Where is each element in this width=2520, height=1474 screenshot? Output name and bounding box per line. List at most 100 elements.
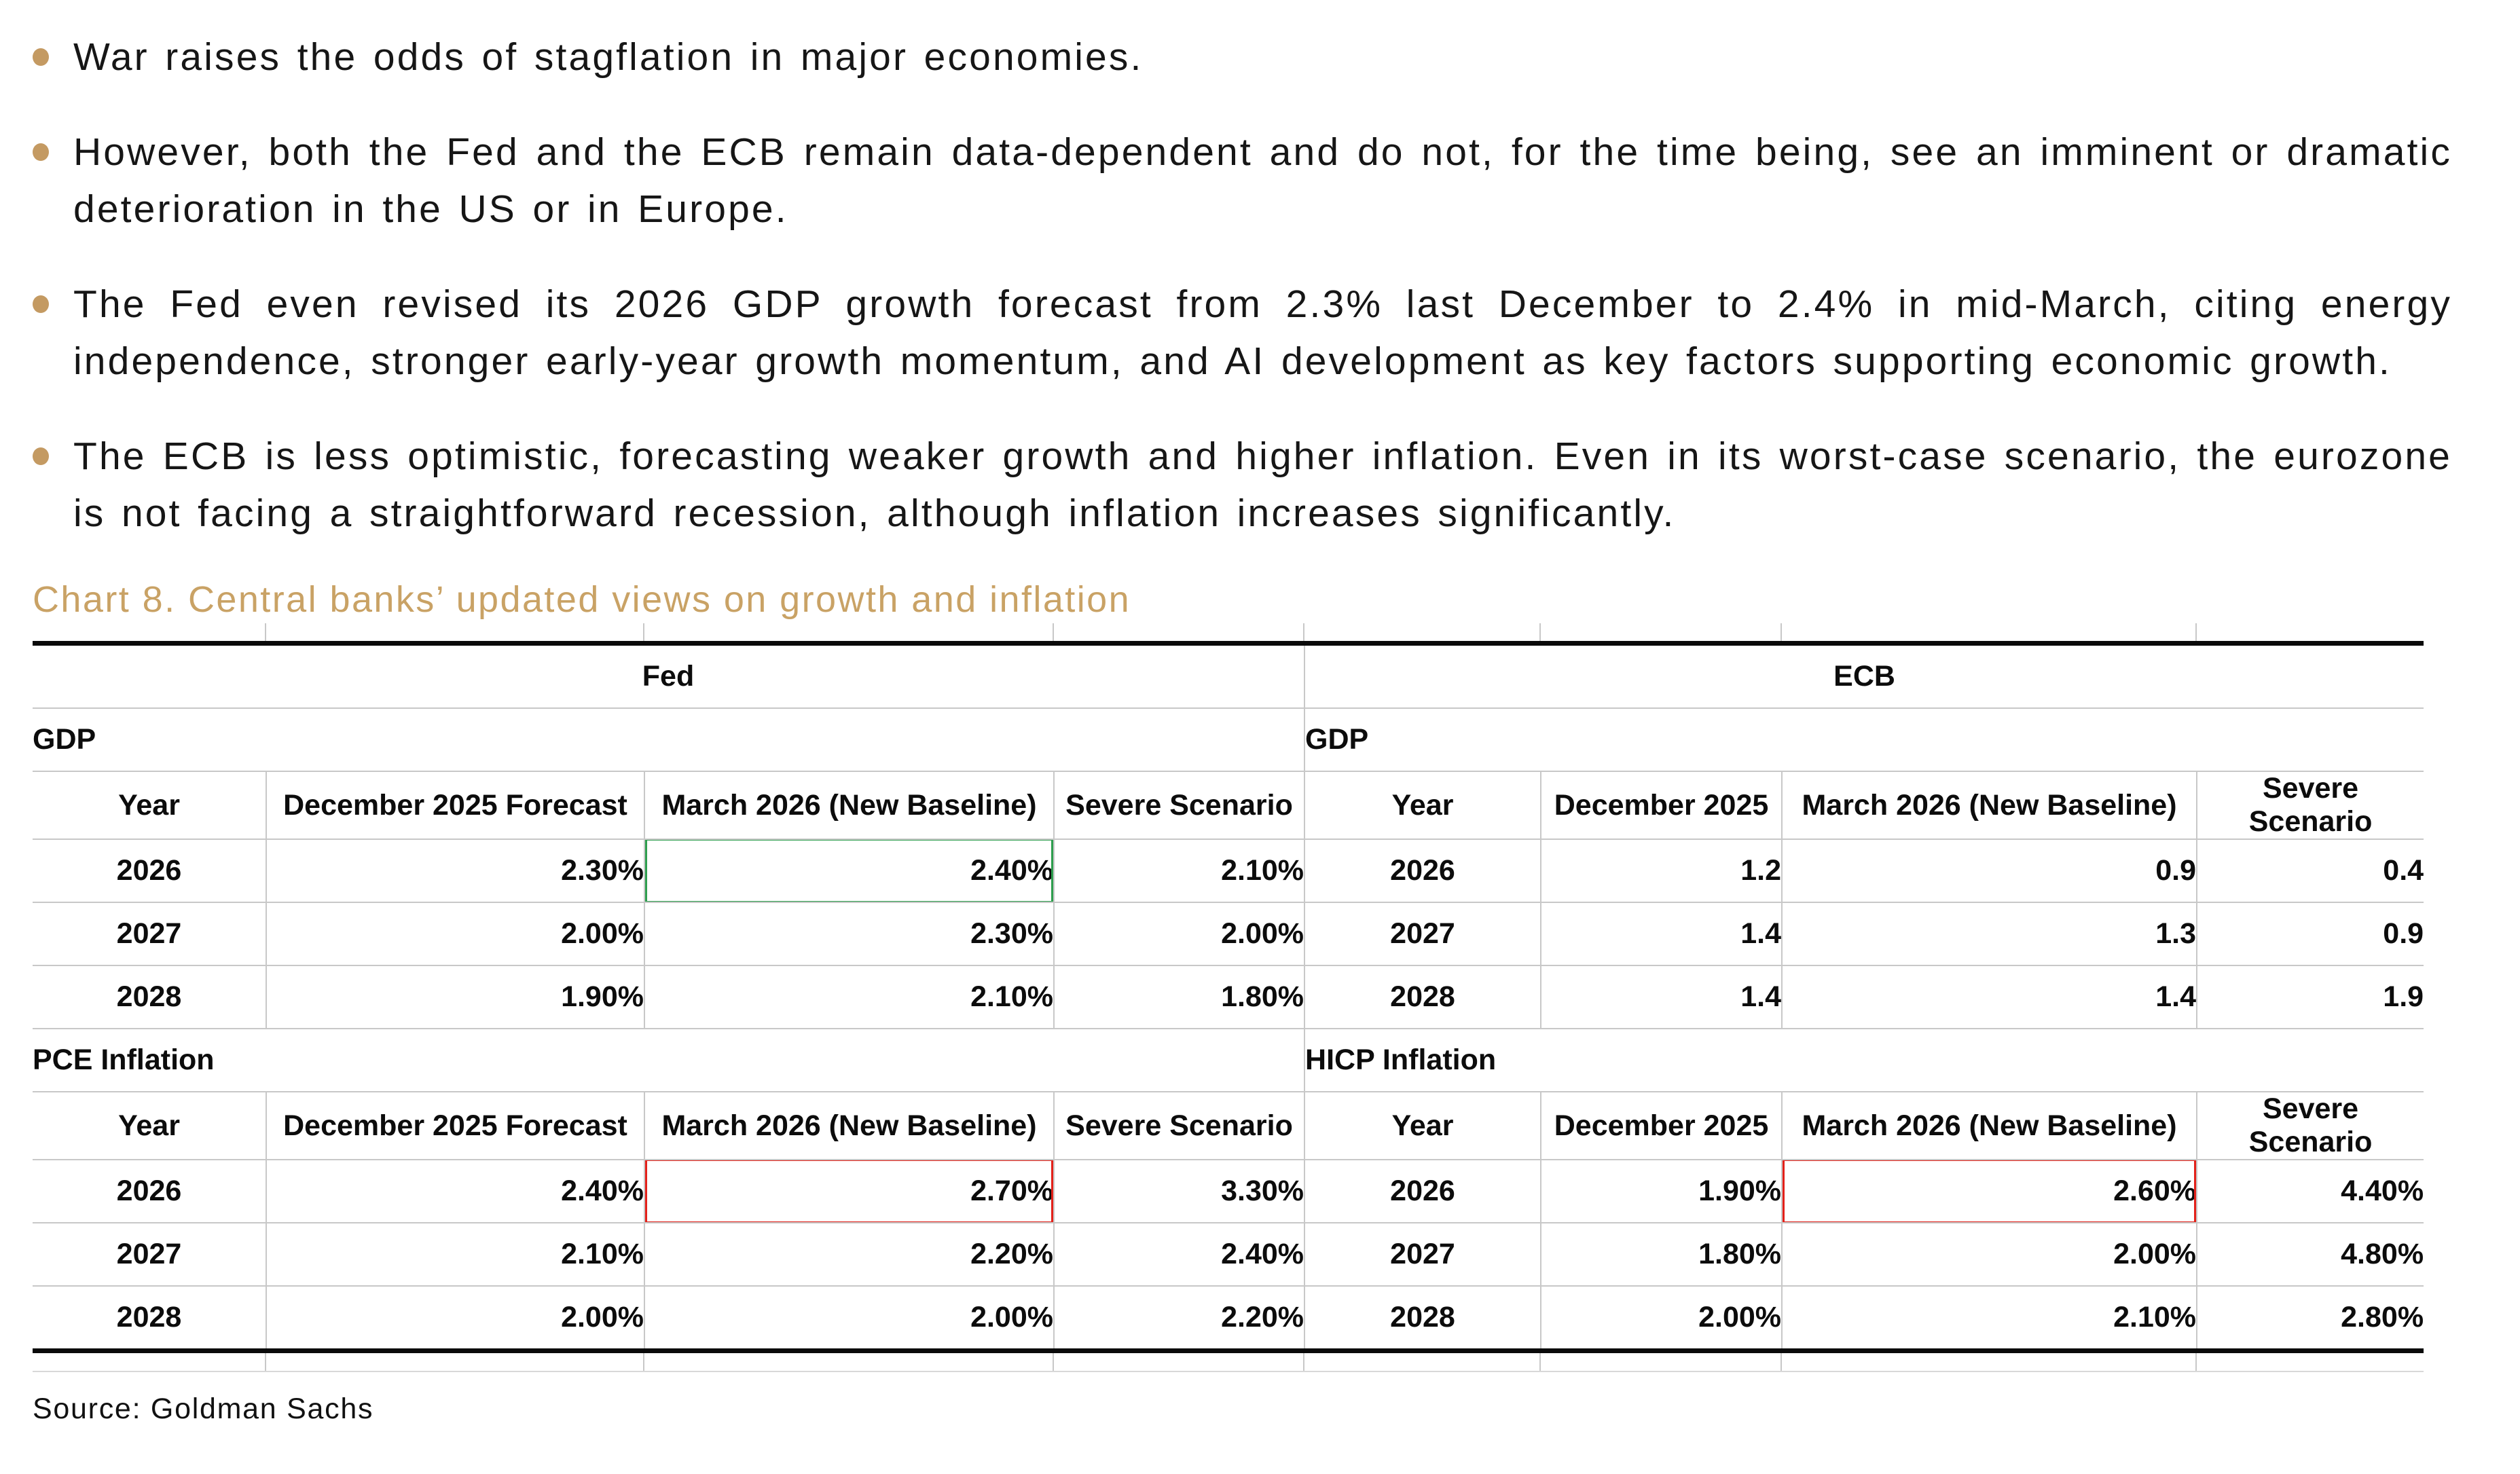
- fed-pce-section-label: PCE Inflation: [33, 1029, 1304, 1092]
- ecb-gdp-dec-cell: 1.4: [1540, 966, 1782, 1029]
- column-gridline-stub: [1053, 1353, 1054, 1371]
- ecb-gdp-dec-cell: 1.2: [1540, 840, 1782, 903]
- ecb-gdp-mar-cell: 0.9: [1781, 840, 2197, 903]
- column-gridline-stub: [1053, 623, 1054, 641]
- fed-pce-header-severe: Severe Scenario: [1053, 1092, 1304, 1160]
- table-row: Fed ECB: [33, 646, 2424, 709]
- cell-value: 2.70%: [970, 1175, 1053, 1207]
- ecb-hicp-header-mar2026: March 2026 (New Baseline): [1781, 1092, 2197, 1160]
- fed-gdp-dec-cell: 2.00%: [266, 903, 644, 966]
- ecb-hicp-header-dec2025: December 2025: [1540, 1092, 1782, 1160]
- bullet-text: War raises the odds of stagflation in ma…: [73, 35, 1144, 79]
- fed-gdp-severe-cell: 2.00%: [1053, 903, 1304, 966]
- column-gridline-stub: [1303, 1353, 1304, 1371]
- bullet-dot-icon: [33, 295, 49, 313]
- ecb-gdp-dec-cell: 1.4: [1540, 903, 1782, 966]
- fed-pce-dec-cell: 2.00%: [266, 1287, 644, 1348]
- fed-gdp-header-dec2025: December 2025 Forecast: [266, 772, 644, 840]
- column-gridline-stub: [1539, 623, 1541, 641]
- table-row: 2026 2.30% 2.40% 2.10% 2026 1.2 0.9 0.4: [33, 840, 2424, 903]
- ecb-hicp-year-cell: 2026: [1304, 1160, 1541, 1223]
- column-gridline-stub: [2195, 623, 2197, 641]
- ecb-gdp-header-year: Year: [1304, 772, 1541, 840]
- fed-gdp-section-label: GDP: [33, 709, 1304, 772]
- fed-gdp-year-cell: 2026: [33, 840, 266, 903]
- bullet-item: However, both the Fed and the ECB remain…: [31, 124, 2452, 238]
- fed-pce-dec-cell: 2.10%: [266, 1223, 644, 1287]
- table-header-row: Year December 2025 Forecast March 2026 (…: [33, 772, 2424, 840]
- bullet-dot-icon: [33, 447, 49, 465]
- column-gridline-stub: [1781, 623, 1782, 641]
- ecb-hicp-severe-cell: 2.80%: [2196, 1287, 2424, 1348]
- fed-pce-severe-cell: 2.40%: [1053, 1223, 1304, 1287]
- fed-gdp-year-cell: 2027: [33, 903, 266, 966]
- column-gridline-stub: [265, 623, 266, 641]
- ecb-gdp-mar-cell: 1.3: [1781, 903, 2197, 966]
- fed-gdp-severe-cell: 1.80%: [1053, 966, 1304, 1029]
- fed-pce-mar-cell-highlighted: 2.70%: [644, 1160, 1053, 1223]
- bullet-item: The Fed even revised its 2026 GDP growth…: [31, 276, 2452, 390]
- fed-pce-mar-cell: 2.20%: [644, 1223, 1053, 1287]
- bullet-dot-icon: [33, 48, 49, 66]
- column-gridline-stub: [265, 1353, 266, 1371]
- ecb-gdp-mar-cell: 1.4: [1781, 966, 2197, 1029]
- fed-pce-year-cell: 2028: [33, 1287, 266, 1348]
- ecb-hicp-year-cell: 2027: [1304, 1223, 1541, 1287]
- fed-gdp-header-mar2026: March 2026 (New Baseline): [644, 772, 1053, 840]
- column-gridline-stub: [1781, 1353, 1782, 1371]
- fed-table-title: Fed: [33, 646, 1304, 709]
- fed-gdp-header-year: Year: [33, 772, 266, 840]
- bullet-text: However, both the Fed and the ECB remain…: [73, 130, 2452, 231]
- ecb-gdp-severe-cell: 0.4: [2196, 840, 2424, 903]
- ecb-hicp-year-cell: 2028: [1304, 1287, 1541, 1348]
- table-row: 2026 2.40% 2.70% 3.30% 2026 1.90% 2.60% …: [33, 1160, 2424, 1223]
- table-row: PCE Inflation HICP Inflation: [33, 1029, 2424, 1092]
- fed-gdp-dec-cell: 1.90%: [266, 966, 644, 1029]
- table-row: 2027 2.00% 2.30% 2.00% 2027 1.4 1.3 0.9: [33, 903, 2424, 966]
- fed-gdp-mar-cell-highlighted: 2.40%: [644, 840, 1053, 903]
- fed-gdp-year-cell: 2028: [33, 966, 266, 1029]
- bullet-list: War raises the odds of stagflation in ma…: [0, 0, 2520, 542]
- column-gridline-stub: [643, 1353, 644, 1371]
- source-note: Source: Goldman Sachs: [33, 1393, 374, 1425]
- column-gridline-stub: [1539, 1353, 1541, 1371]
- ecb-gdp-header-mar2026: March 2026 (New Baseline): [1781, 772, 2197, 840]
- central-banks-table: Fed ECB GDP GDP Year December 2025 Forec…: [33, 641, 2424, 1353]
- fed-pce-mar-cell: 2.00%: [644, 1287, 1053, 1348]
- fed-pce-header-mar2026: March 2026 (New Baseline): [644, 1092, 1053, 1160]
- ecb-hicp-header-severe: Severe Scenario: [2196, 1092, 2424, 1160]
- table-row: 2028 1.90% 2.10% 1.80% 2028 1.4 1.4 1.9: [33, 966, 2424, 1029]
- table-row: 2028 2.00% 2.00% 2.20% 2028 2.00% 2.10% …: [33, 1287, 2424, 1348]
- bullet-text: The ECB is less optimistic, forecasting …: [73, 435, 2452, 535]
- ecb-gdp-severe-cell: 1.9: [2196, 966, 2424, 1029]
- ecb-gdp-year-cell: 2027: [1304, 903, 1541, 966]
- ecb-table-title: ECB: [1304, 646, 2424, 709]
- bullet-item: War raises the odds of stagflation in ma…: [31, 29, 2452, 86]
- ecb-hicp-mar-cell: 2.10%: [1781, 1287, 2197, 1348]
- fed-gdp-dec-cell: 2.30%: [266, 840, 644, 903]
- fed-pce-header-year: Year: [33, 1092, 266, 1160]
- ecb-gdp-header-dec2025: December 2025: [1540, 772, 1782, 840]
- column-gridline-stub: [2195, 1353, 2197, 1371]
- cell-value: 2.60%: [2113, 1175, 2197, 1207]
- bullet-item: The ECB is less optimistic, forecasting …: [31, 428, 2452, 542]
- ecb-hicp-severe-cell: 4.40%: [2196, 1160, 2424, 1223]
- fed-gdp-mar-cell: 2.10%: [644, 966, 1053, 1029]
- ecb-hicp-mar-cell: 2.00%: [1781, 1223, 2197, 1287]
- ecb-gdp-year-cell: 2026: [1304, 840, 1541, 903]
- bullet-text: The Fed even revised its 2026 GDP growth…: [73, 282, 2452, 383]
- fed-gdp-header-severe: Severe Scenario: [1053, 772, 1304, 840]
- ecb-gdp-year-cell: 2028: [1304, 966, 1541, 1029]
- ecb-hicp-dec-cell: 2.00%: [1540, 1287, 1782, 1348]
- ecb-hicp-mar-cell-highlighted: 2.60%: [1781, 1160, 2197, 1223]
- table-header-row: Year December 2025 Forecast March 2026 (…: [33, 1092, 2424, 1160]
- ecb-gdp-section-label: GDP: [1304, 709, 2424, 772]
- fed-gdp-mar-cell: 2.30%: [644, 903, 1053, 966]
- ecb-hicp-header-year: Year: [1304, 1092, 1541, 1160]
- ecb-gdp-header-severe: Severe Scenario: [2196, 772, 2424, 840]
- fed-pce-dec-cell: 2.40%: [266, 1160, 644, 1223]
- ecb-hicp-severe-cell: 4.80%: [2196, 1223, 2424, 1287]
- ecb-hicp-dec-cell: 1.80%: [1540, 1223, 1782, 1287]
- column-gridline-stub: [643, 623, 644, 641]
